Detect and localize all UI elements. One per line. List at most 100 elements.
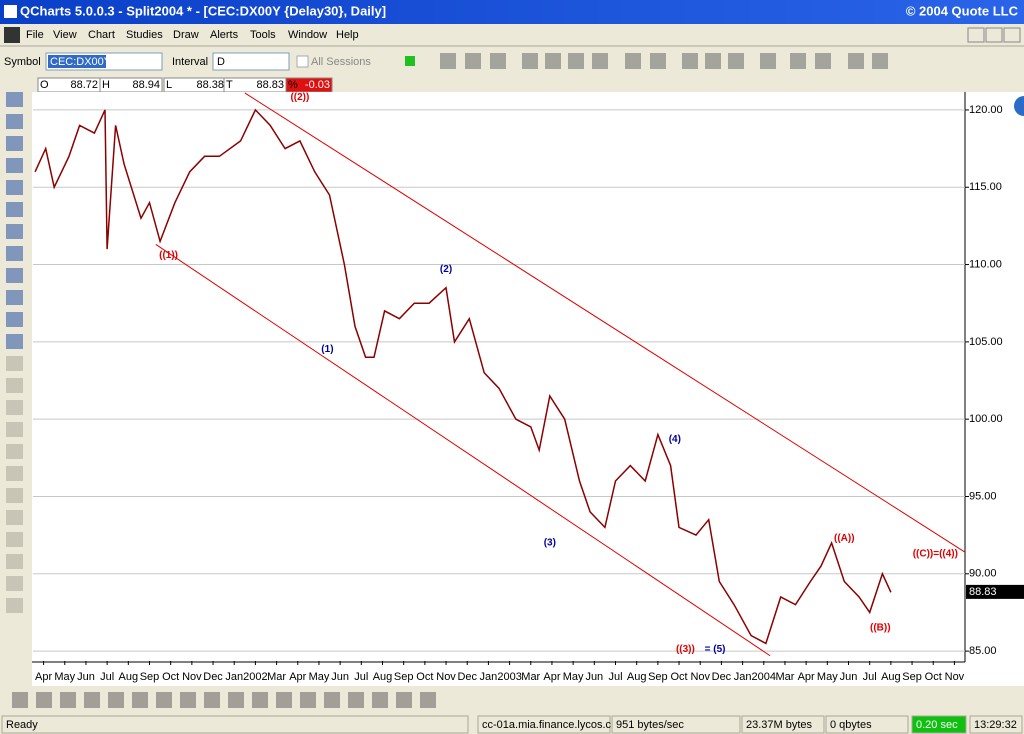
tool-icon[interactable] [848, 53, 864, 69]
left-tool-icon[interactable] [6, 268, 23, 283]
interval-box[interactable] [212, 52, 290, 71]
quote-key: O [40, 79, 49, 91]
menu-item[interactable]: Chart [88, 29, 115, 41]
left-tool-icon[interactable] [6, 444, 23, 459]
left-tool-icon[interactable] [6, 290, 23, 305]
left-tool-icon[interactable] [6, 136, 23, 151]
draw-tool-icon[interactable] [156, 692, 172, 708]
draw-tool-icon[interactable] [276, 692, 292, 708]
quote-value: 88.38 [196, 79, 224, 91]
draw-tool-icon[interactable] [108, 692, 124, 708]
draw-tool-icon[interactable] [420, 692, 436, 708]
menu-item[interactable]: Draw [173, 29, 199, 41]
draw-tool-icon[interactable] [132, 692, 148, 708]
draw-tool-icon[interactable] [228, 692, 244, 708]
left-tool-icon[interactable] [6, 378, 23, 393]
left-tool-icon[interactable] [6, 114, 23, 129]
x-tick-label: Aug [373, 671, 393, 683]
left-tool-icon[interactable] [6, 356, 23, 371]
menu-item[interactable]: Studies [126, 29, 163, 41]
tool-icon[interactable] [568, 53, 584, 69]
left-tool-icon[interactable] [6, 312, 23, 327]
x-tick-label: Sep [140, 671, 160, 683]
tool-icon[interactable] [790, 53, 806, 69]
left-tool-icon[interactable] [6, 400, 23, 415]
menu-item[interactable]: Help [336, 29, 359, 41]
x-tick-label: Dec [457, 671, 477, 683]
draw-tool-icon[interactable] [372, 692, 388, 708]
wave-label: = (5) [705, 644, 726, 655]
quote-strip: O 88.72 H 88.94 L 88.38 T 88.83% -0.03 [37, 77, 333, 93]
draw-tool-icon[interactable] [84, 692, 100, 708]
tool-icon[interactable] [705, 53, 721, 69]
tool-icon[interactable] [490, 53, 506, 69]
left-tool-icon[interactable] [6, 598, 23, 613]
left-tool-icon[interactable] [6, 532, 23, 547]
x-tick-label: May [817, 671, 838, 683]
menu-item[interactable]: Window [288, 29, 327, 41]
status-cell [911, 715, 967, 734]
status-cell [1, 715, 469, 734]
left-tool-icon[interactable] [6, 224, 23, 239]
tool-icon[interactable] [625, 53, 641, 69]
status-text: 0.20 sec [916, 719, 958, 731]
tool-icon[interactable] [465, 53, 481, 69]
status-cell [611, 715, 741, 734]
tool-icon[interactable] [682, 53, 698, 69]
draw-tool-icon[interactable] [60, 692, 76, 708]
chart-area [32, 92, 1024, 686]
draw-tool-icon[interactable] [252, 692, 268, 708]
left-tool-icon[interactable] [6, 554, 23, 569]
symbol-label: Symbol [4, 56, 41, 68]
status-text: 13:29:32 [974, 719, 1017, 731]
draw-tool-icon[interactable] [204, 692, 220, 708]
left-tool-icon[interactable] [6, 510, 23, 525]
tool-icon[interactable] [650, 53, 666, 69]
x-tick-label: Jul [608, 671, 622, 683]
tool-icon[interactable] [728, 53, 744, 69]
x-tick-label: Nov [690, 671, 710, 683]
menu-item[interactable]: Alerts [210, 29, 239, 41]
tool-icon[interactable] [545, 53, 561, 69]
toolbar-icons[interactable] [440, 53, 888, 69]
x-tick-label: Oct [925, 671, 942, 683]
y-tick-label: 105.00 [969, 336, 1003, 348]
left-tool-icon[interactable] [6, 158, 23, 173]
draw-tool-icon[interactable] [396, 692, 412, 708]
draw-tool-icon[interactable] [348, 692, 364, 708]
menu-item[interactable]: View [53, 29, 77, 41]
left-tool-icon[interactable] [6, 576, 23, 591]
left-tool-icon[interactable] [6, 466, 23, 481]
left-tool-icon[interactable] [6, 180, 23, 195]
y-tick-label: 110.00 [969, 258, 1002, 270]
menu-item[interactable]: File [26, 29, 44, 41]
tool-icon[interactable] [440, 53, 456, 69]
y-tick-label: 120.00 [969, 104, 1003, 116]
left-tool-icon[interactable] [6, 246, 23, 261]
drawing-toolbar[interactable] [0, 688, 1024, 714]
draw-tool-icon[interactable] [12, 692, 28, 708]
tool-icon[interactable] [592, 53, 608, 69]
left-tool-icon[interactable] [6, 202, 23, 217]
left-tool-icon[interactable] [6, 334, 23, 349]
menu-item[interactable]: Tools [250, 29, 276, 41]
all-sessions-checkbox[interactable] [296, 55, 309, 68]
tool-icon[interactable] [815, 53, 831, 69]
draw-tool-icon[interactable] [180, 692, 196, 708]
window-buttons[interactable] [967, 27, 1021, 43]
x-tick-label: Mar [521, 671, 540, 683]
left-tool-icon[interactable] [6, 422, 23, 437]
tool-icon[interactable] [522, 53, 538, 69]
y-tick-label: 85.00 [969, 645, 997, 657]
draw-tool-icon[interactable] [324, 692, 340, 708]
draw-tool-icon[interactable] [36, 692, 52, 708]
left-tool-icon[interactable] [6, 92, 23, 107]
status-cell [477, 715, 611, 734]
tool-icon[interactable] [760, 53, 776, 69]
left-tool-icon[interactable] [6, 488, 23, 503]
tool-icon[interactable] [872, 53, 888, 69]
left-tool-icons[interactable] [6, 92, 23, 613]
price-line [34, 108, 892, 645]
x-tick-label: Jul [863, 671, 877, 683]
draw-tool-icon[interactable] [300, 692, 316, 708]
